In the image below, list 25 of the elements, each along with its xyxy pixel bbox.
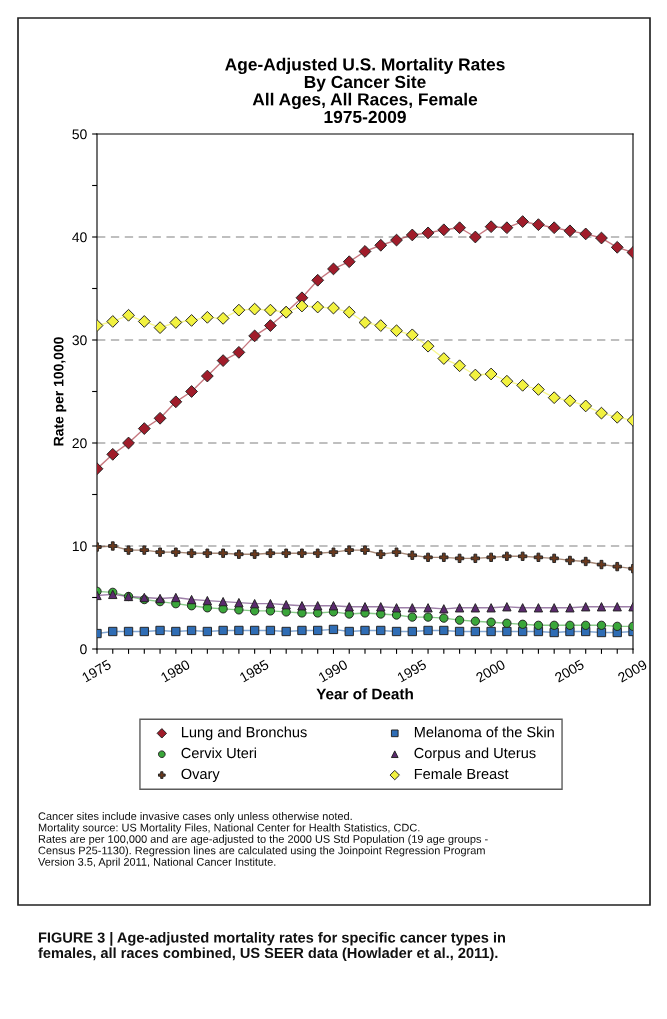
x-tick-label: 2000 (475, 659, 506, 683)
x-tick-label: 1980 (160, 659, 191, 683)
x-tick-label: 2005 (554, 659, 585, 683)
x-tick-label: 2009 (617, 659, 648, 683)
caption: FIGURE 3 | Age-adjusted mortality rates for specific cancer types in females, all races combined, US SEER data (Howlader et al., 2011). (38, 932, 505, 961)
y-tick-label: 0 (80, 644, 87, 655)
legend-label: Lung and Bronchus (181, 726, 307, 741)
x-axis-title: Year of Death (316, 688, 413, 700)
y-tick-label: 40 (72, 232, 87, 243)
legend-label: Ovary (181, 768, 220, 782)
y-tick-label: 50 (72, 129, 87, 140)
legend-label: Melanoma of the Skin (414, 726, 554, 738)
text: Cancer sites include invasive cases only unless otherwise noted. Mortality source: US Mortality Files, National Center for Health Statistics, CDC. Rates are per 100,000 and are age-adjusted to the 2000 US Std Population (19 age groups - Census P25-1130). Regression lines are calculated using the Joinpoint Regression Program Version 3.5, April 2011, National Cancer Institute. (38, 812, 488, 868)
x-tick-label: 1975 (81, 659, 112, 683)
x-tick-label: 1985 (239, 659, 270, 683)
y-tick-label: 30 (72, 335, 87, 346)
x-tick-label: 1995 (396, 659, 428, 683)
chart-title: Age-Adjusted U.S. Mortality Rates By Cancer Site All Ages, All Races, Female 1975-2009 (225, 57, 505, 124)
legend-label: Cervix Uteri (181, 747, 256, 759)
x-tick-label: 1990 (317, 659, 349, 683)
y-axis-title: Rate per 100,000 (53, 337, 67, 446)
legend-label: Female Breast (414, 768, 509, 780)
y-tick-label: 20 (72, 438, 87, 449)
y-tick-label: 10 (72, 541, 87, 552)
legend-label: Corpus and Uterus (414, 747, 536, 762)
